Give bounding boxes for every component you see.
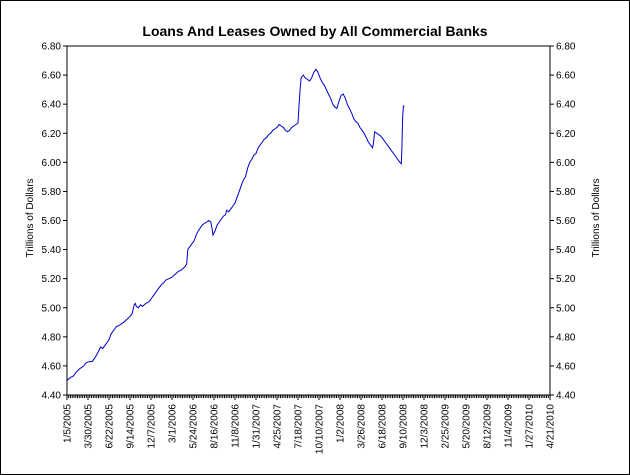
y-tick-label-left: 6.20 <box>42 129 62 140</box>
x-tick-label: 4/25/2007 <box>273 404 284 449</box>
y-tick-label-right: 6.60 <box>556 71 576 82</box>
x-tick-label: 10/10/2007 <box>315 404 326 454</box>
y-tick-label-right: 5.60 <box>556 216 576 227</box>
x-tick-label: 8/16/2006 <box>210 404 221 449</box>
x-tick-label: 11/4/2009 <box>504 404 515 448</box>
x-tick-label: 1/27/2010 <box>525 404 536 449</box>
x-tick-label: 6/18/2008 <box>378 404 389 449</box>
x-tick-label: 12/7/2005 <box>147 404 158 449</box>
y-tick-label-left: 4.40 <box>42 391 62 402</box>
y-tick-label-left: 4.60 <box>42 361 62 372</box>
chart-title: Loans And Leases Owned by All Commercial… <box>142 23 487 39</box>
y-tick-label-left: 5.00 <box>42 303 62 314</box>
y-tick-label-right: 4.60 <box>556 361 576 372</box>
y-tick-label-left: 4.80 <box>42 332 62 343</box>
y-tick-label-right: 5.20 <box>556 274 576 285</box>
plot-area: 4.40 4.40 4.60 4.60 4.80 4.80 5.00 5.00 5.20 5.20… <box>42 42 576 455</box>
y-tick-label-right: 6.40 <box>556 100 576 111</box>
x-tick-label: 5/20/2009 <box>462 404 473 449</box>
y-axis-label-left: Trillions of Dollars <box>25 178 36 257</box>
y-tick-label-right: 6.80 <box>556 42 576 53</box>
x-tick-label: 1/5/2005 <box>63 404 74 443</box>
y-tick-label-left: 5.20 <box>42 274 62 285</box>
x-tick-label: 9/10/2008 <box>399 404 410 449</box>
x-tick-label: 3/26/2008 <box>357 404 368 449</box>
x-tick-label: 3/30/2005 <box>84 404 95 449</box>
y-tick-label-left: 6.60 <box>42 71 62 82</box>
x-tick-label: 6/22/2005 <box>105 404 116 449</box>
y-tick-label-right: 4.80 <box>556 332 576 343</box>
y-axis-label-right: Trillions of Dollars <box>591 178 602 257</box>
x-tick-label: 1/2/2008 <box>336 404 347 443</box>
x-tick-label: 5/24/2006 <box>189 404 200 449</box>
x-tick-label: 9/14/2005 <box>126 404 137 449</box>
series-line <box>66 68 405 381</box>
y-tick-label-left: 5.80 <box>42 187 62 198</box>
y-tick-label-left: 5.40 <box>42 245 62 256</box>
x-tick-label: 12/3/2008 <box>420 404 431 449</box>
y-tick-label-right: 5.40 <box>556 245 576 256</box>
y-tick-label-right: 6.00 <box>556 158 576 169</box>
y-tick-label-right: 4.40 <box>556 391 576 402</box>
x-tick-label: 8/12/2009 <box>483 404 494 449</box>
y-tick-label-left: 6.80 <box>42 42 62 53</box>
y-tick-label-left: 6.00 <box>42 158 62 169</box>
plot-border <box>66 45 551 396</box>
x-tick-label: 7/18/2007 <box>294 404 305 449</box>
y-tick-label-right: 5.00 <box>556 303 576 314</box>
x-tick-label: 4/21/2010 <box>546 404 557 449</box>
x-tick-label: 2/25/2009 <box>441 404 452 449</box>
y-tick-label-left: 5.60 <box>42 216 62 227</box>
x-tick-label: 3/1/2006 <box>168 404 179 443</box>
x-tick-label: 11/8/2006 <box>231 404 242 448</box>
y-tick-label-left: 6.40 <box>42 100 62 111</box>
y-tick-label-right: 6.20 <box>556 129 576 140</box>
x-tick-label: 1/31/2007 <box>252 404 263 449</box>
y-tick-label-right: 5.80 <box>556 187 576 198</box>
